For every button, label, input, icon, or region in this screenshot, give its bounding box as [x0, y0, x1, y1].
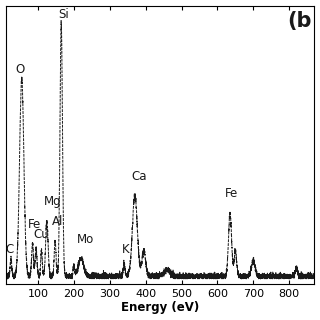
Text: C: C — [5, 243, 14, 256]
Text: Cu: Cu — [33, 228, 49, 241]
Text: Fe: Fe — [225, 187, 239, 200]
Text: Si: Si — [59, 8, 69, 21]
Text: Fe: Fe — [28, 218, 41, 231]
Text: Mo: Mo — [77, 233, 94, 246]
Text: O: O — [15, 63, 25, 76]
Text: (b: (b — [287, 11, 311, 31]
Text: Al: Al — [52, 215, 64, 228]
Text: Ca: Ca — [131, 170, 147, 183]
Text: K: K — [122, 243, 130, 256]
X-axis label: Energy (eV): Energy (eV) — [121, 301, 199, 315]
Text: Mg: Mg — [44, 195, 61, 208]
